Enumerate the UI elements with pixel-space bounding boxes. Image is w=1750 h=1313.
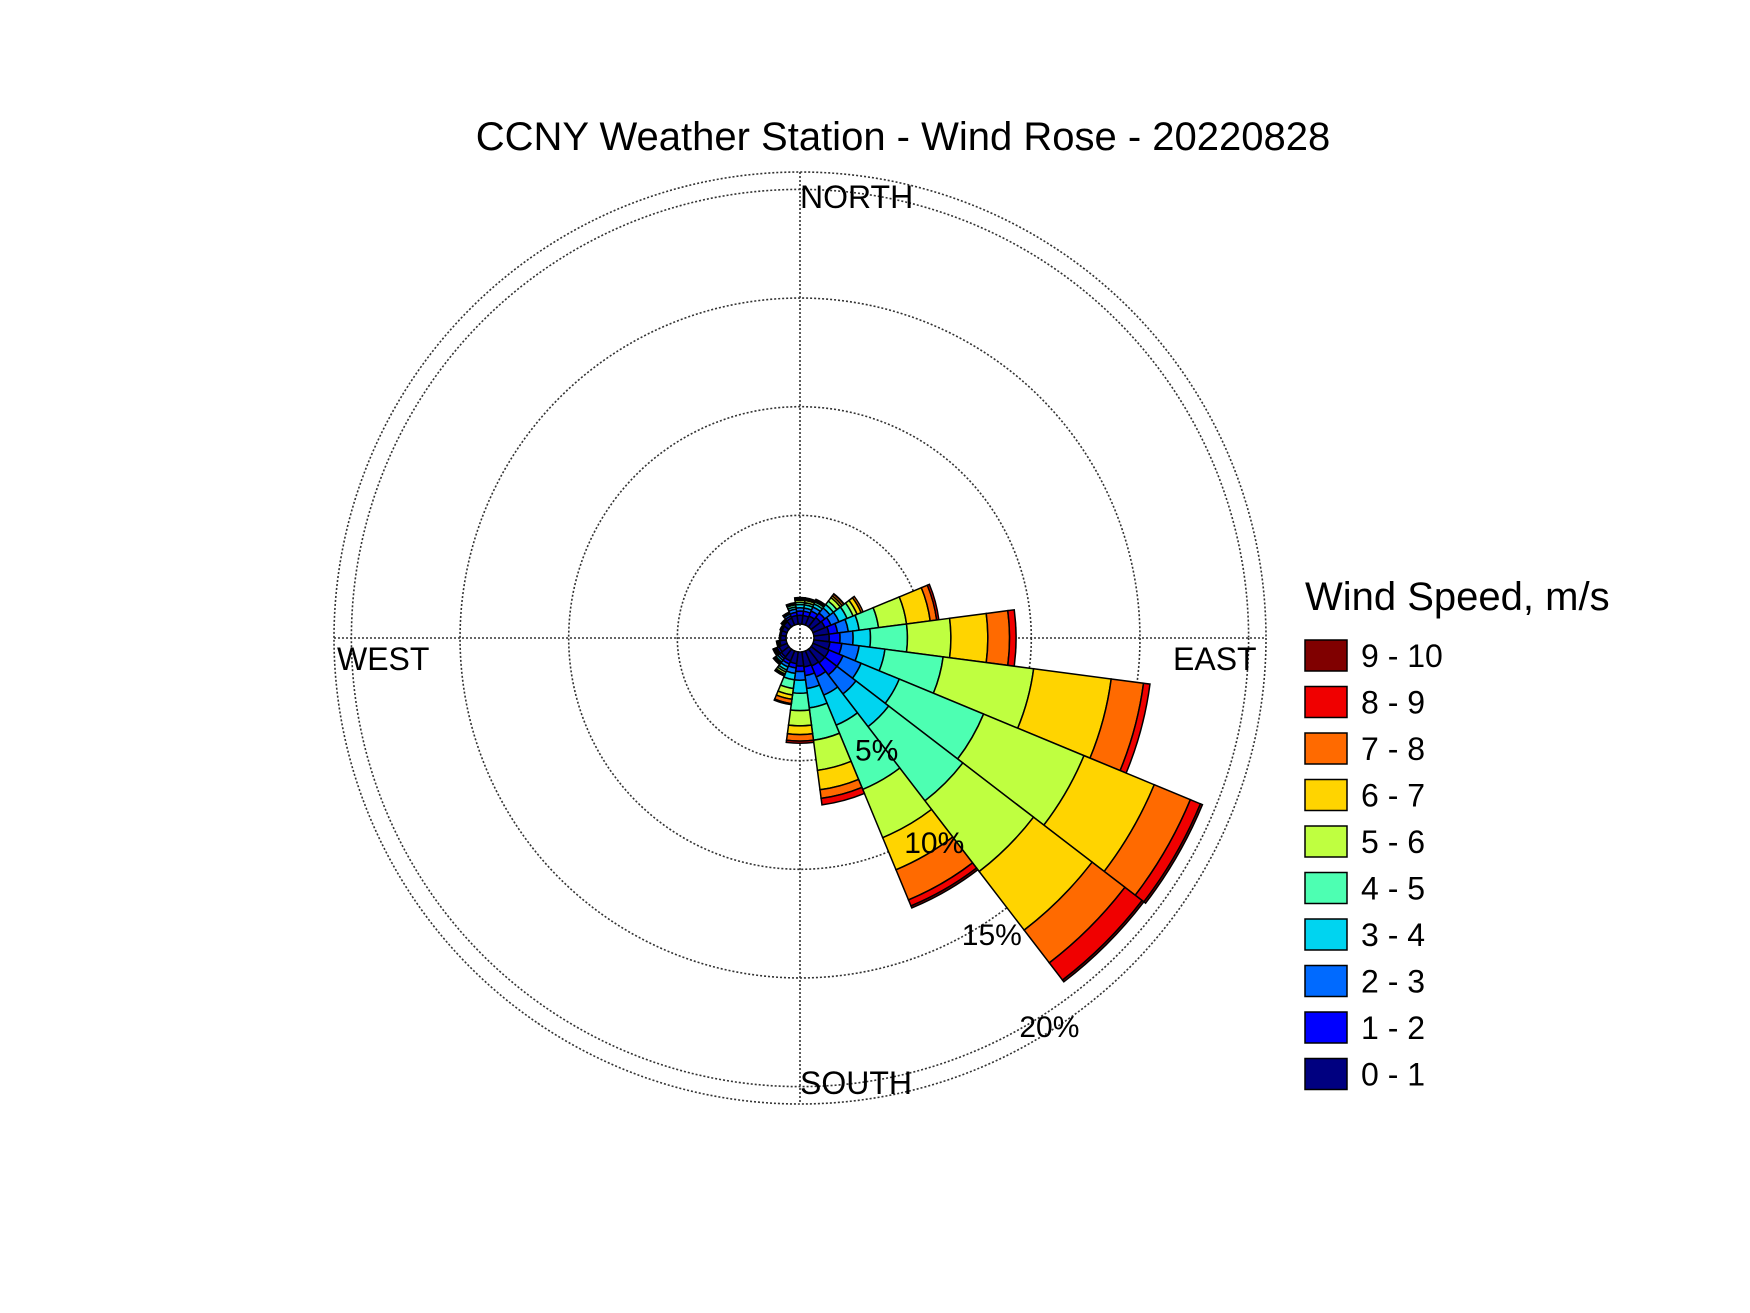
wedge-90deg-bin-8-9: [1006, 608, 1017, 668]
polar-grid: [333, 171, 1267, 1105]
grid-circle-outer: [333, 171, 1267, 1105]
radial-tick-label-2: 10%: [904, 827, 964, 860]
legend-label-5-6: 5 - 6: [1361, 824, 1425, 860]
wedge-240deg-bin-6-7: [772, 648, 779, 657]
direction-label-south: SOUTH: [800, 1065, 912, 1101]
wedge-90deg-bin-7-8: [985, 609, 1011, 667]
wedge-90deg-bin-3-4: [851, 627, 872, 649]
legend-swatch-8-9: [1304, 685, 1348, 719]
wedge-255deg-bin-3-4: [775, 640, 781, 649]
wedge-150deg-bin-9-10: [909, 867, 979, 909]
wedge-180deg-bin-8-9: [785, 739, 815, 745]
wedge-210deg-bin-7-8: [773, 668, 786, 678]
wedge-0deg-bin-8-9: [793, 596, 807, 600]
legend-label-4-5: 4 - 5: [1361, 871, 1425, 907]
radial-tick-label-3: 15%: [962, 919, 1022, 952]
wedge-225deg-bin-7-8: [772, 657, 781, 666]
legend-swatch-1-2: [1304, 1011, 1348, 1044]
legend-swatch-6-7: [1304, 778, 1348, 812]
legend-swatch-0-1: [1304, 1057, 1348, 1091]
legend-swatch-2-3: [1304, 964, 1348, 998]
legend-swatch-5-6: [1304, 825, 1348, 858]
wedge-195deg-bin-8-9: [773, 698, 793, 706]
legend-label-1-2: 1 - 2: [1361, 1010, 1425, 1046]
wedge-90deg-bin-6-7: [948, 612, 989, 664]
legend: Wind Speed, m/s 9 - 10 8 - 9 7 - 8 6 - 7 5 -…: [1304, 575, 1610, 1093]
direction-label-west: WEST: [337, 641, 429, 677]
legend-swatch-7-8: [1304, 732, 1348, 765]
legend-items: 9 - 10 8 - 9 7 - 8 6 - 7 5 - 6 4 - 5 3 - 4 2 - …: [1304, 638, 1443, 1093]
legend-swatch-3-4: [1304, 918, 1348, 951]
legend-label-9-10: 9 - 10: [1361, 638, 1443, 674]
wedge-180deg-bin-5-6: [787, 709, 813, 727]
wedge-90deg-bin-5-6: [905, 617, 952, 659]
wedge-135deg-bin-9-10: [1061, 899, 1145, 983]
wedge-345deg-bin-6-7: [785, 601, 797, 607]
legend-swatch-9-10: [1304, 639, 1348, 672]
legend-title: Wind Speed, m/s: [1305, 575, 1610, 619]
legend-label-0-1: 0 - 1: [1361, 1057, 1425, 1093]
direction-label-north: NORTH: [800, 179, 913, 215]
legend-swatch-4-5: [1304, 871, 1348, 905]
legend-label-6-7: 6 - 7: [1361, 778, 1425, 814]
wedge-120deg-bin-9-10: [1142, 802, 1204, 905]
wind-rose-wedges: [772, 583, 1204, 983]
radial-tick-label-4: 20%: [1019, 1011, 1079, 1044]
legend-label-3-4: 3 - 4: [1361, 917, 1425, 953]
direction-label-east: EAST: [1173, 641, 1257, 677]
radial-tick-label-1: 5%: [855, 735, 898, 768]
legend-label-2-3: 2 - 3: [1361, 964, 1425, 1000]
wedge-165deg-bin-8-9: [820, 786, 866, 806]
chart-title: CCNY Weather Station - Wind Rose - 20220…: [476, 115, 1331, 159]
wedge-180deg-bin-4-5: [789, 691, 811, 712]
wedge-180deg-bin-6-7: [786, 724, 814, 736]
legend-label-8-9: 8 - 9: [1361, 685, 1425, 721]
legend-label-7-8: 7 - 8: [1361, 731, 1425, 767]
radial-tick-labels: 5% 10% 15% 20%: [855, 735, 1079, 1044]
